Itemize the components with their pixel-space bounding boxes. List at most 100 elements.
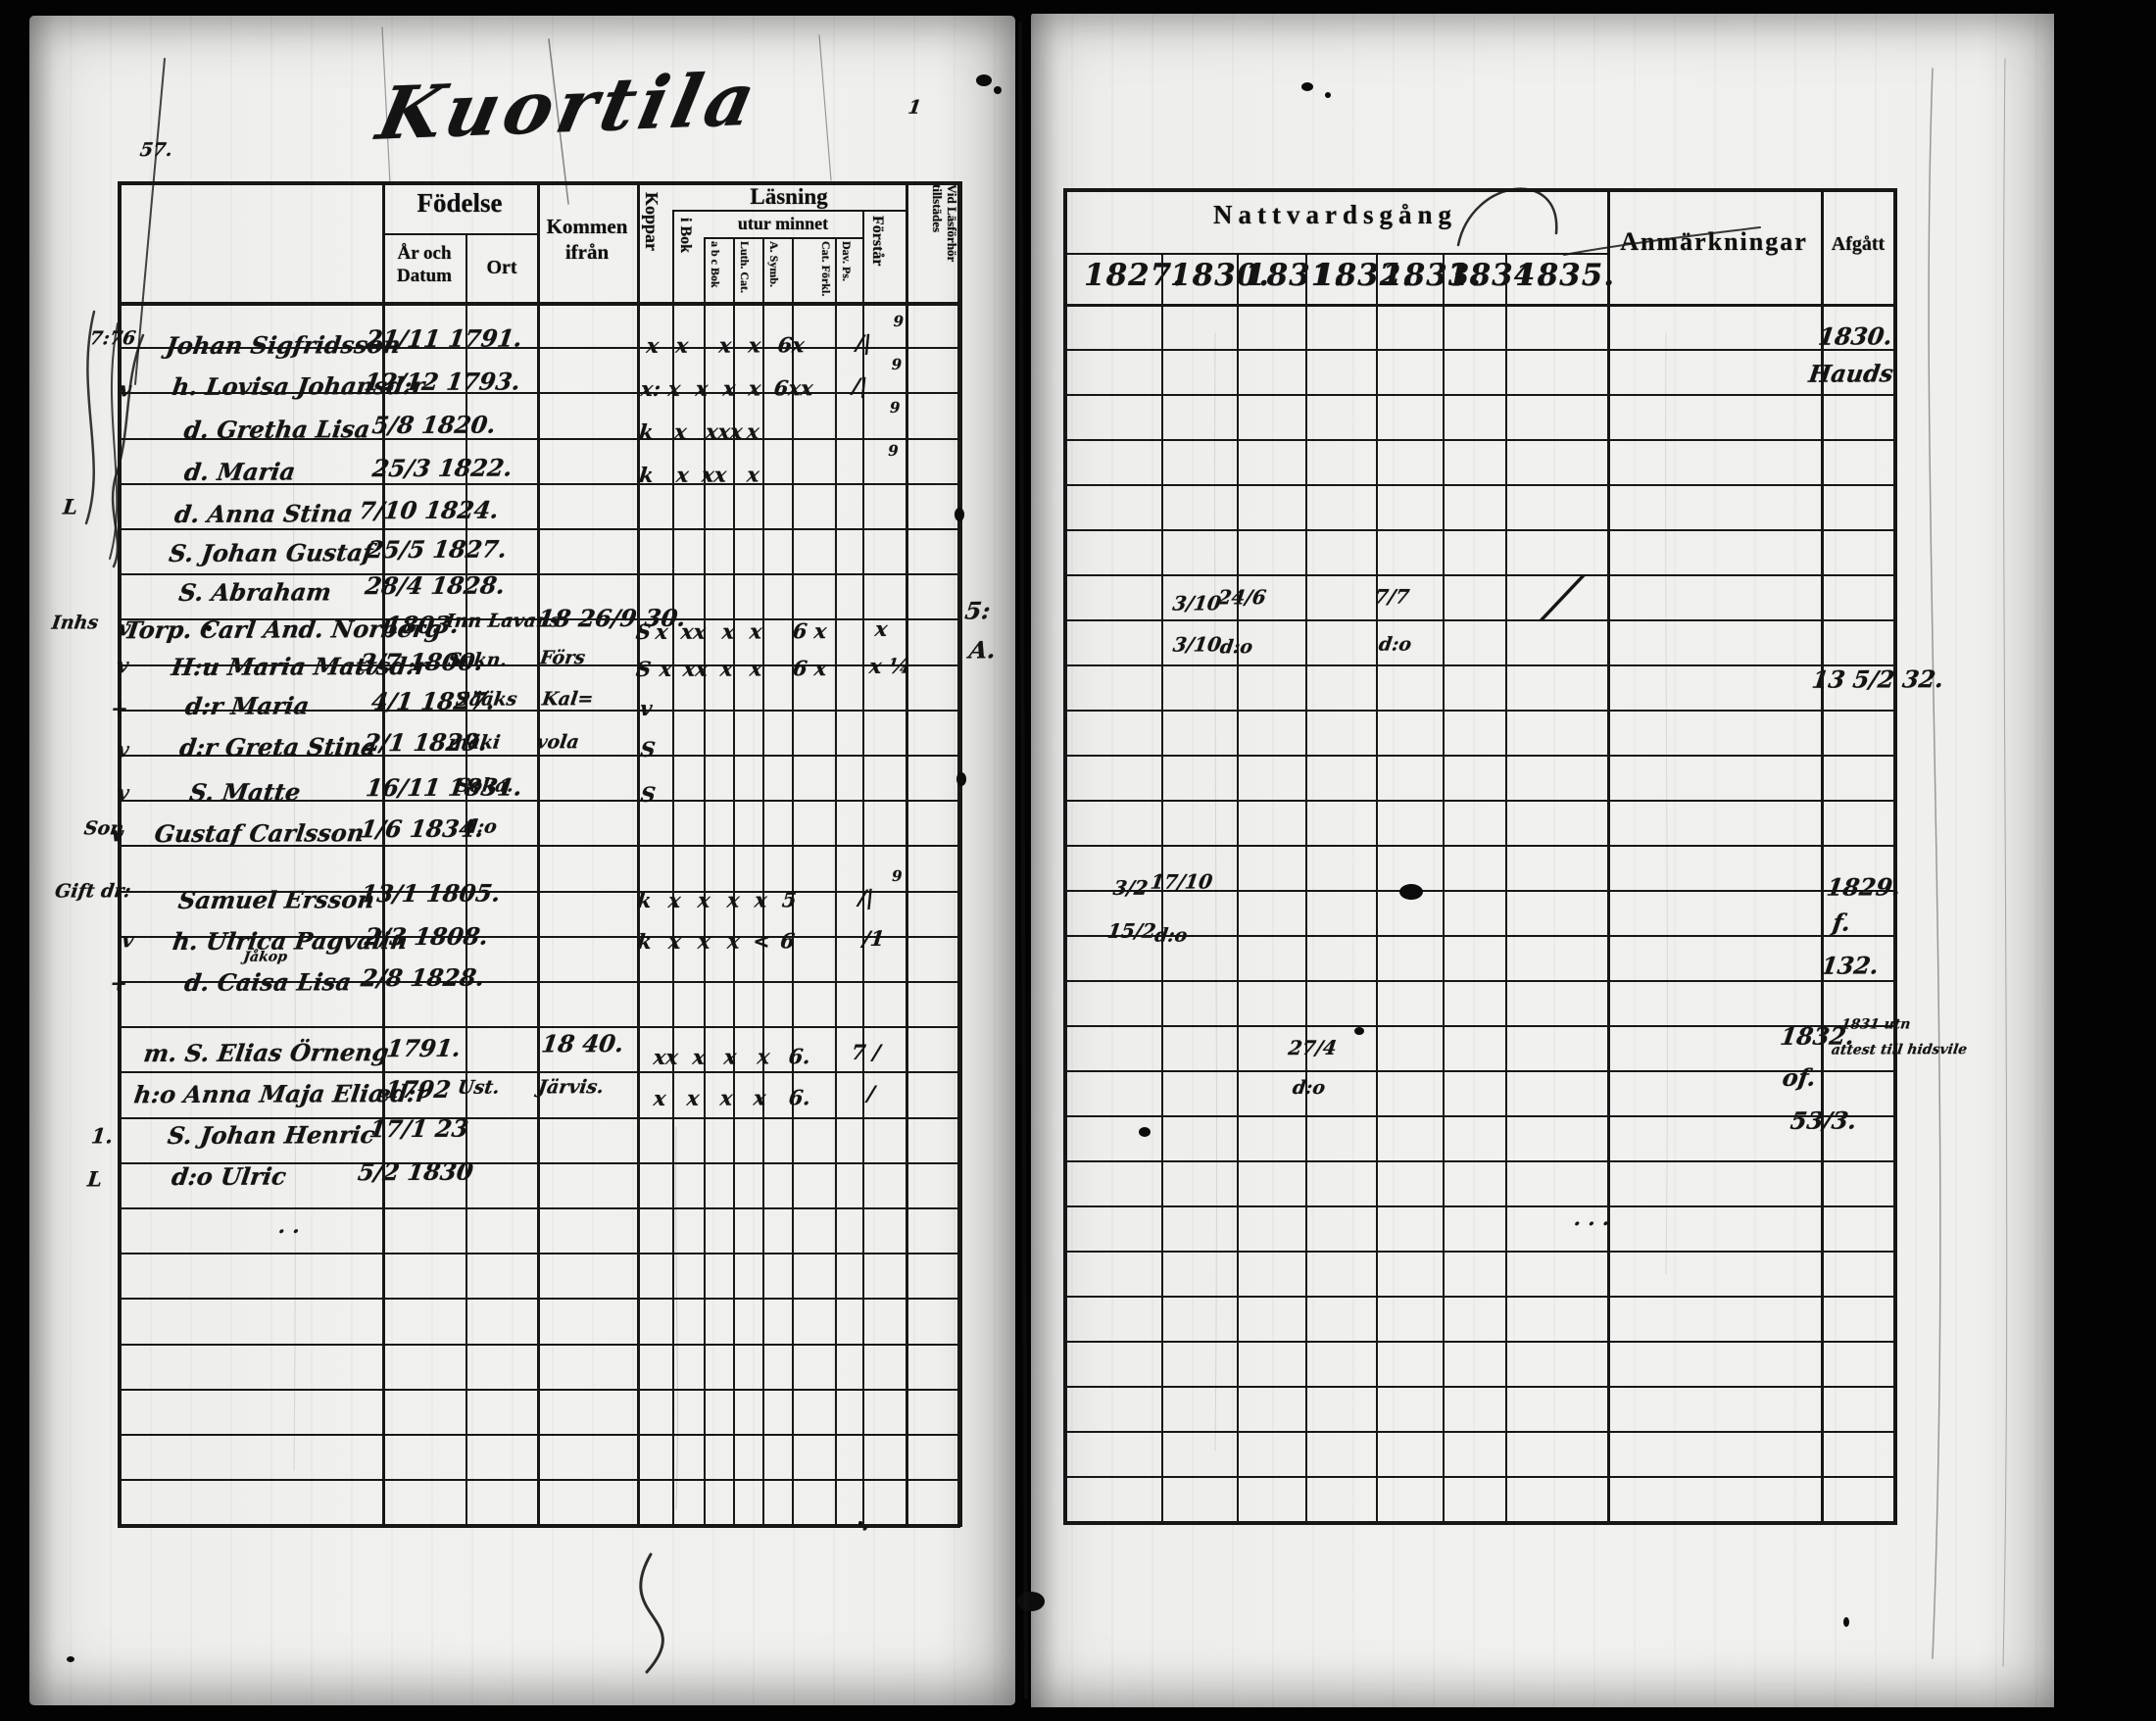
communion-date: d:o bbox=[1291, 1076, 1327, 1100]
handwritten-entry: x bbox=[748, 656, 763, 681]
grid-line bbox=[118, 573, 960, 575]
handwritten-entry: x bbox=[753, 887, 768, 912]
handwritten-entry: /| bbox=[855, 329, 873, 355]
handwritten-entry: < bbox=[752, 928, 772, 954]
handwritten-entry: x bbox=[674, 332, 690, 358]
col-header-symb: A. Symb. bbox=[767, 241, 781, 288]
ink-speck bbox=[994, 86, 1002, 94]
grid-line bbox=[118, 981, 960, 983]
birthdate-entry: 2/3 1808. bbox=[363, 921, 490, 952]
handwritten-entry: 6 x bbox=[791, 656, 828, 681]
afgatt-entry: 1829. bbox=[1825, 872, 1903, 902]
grid-line bbox=[118, 347, 960, 349]
grid-line bbox=[704, 237, 706, 1527]
scan-edge-right bbox=[2054, 0, 2156, 1721]
scan-edge-bottom bbox=[0, 1707, 2156, 1721]
ort-entry: d:o bbox=[463, 815, 499, 838]
kommen-entry: Kal= bbox=[540, 688, 595, 711]
grid-line bbox=[792, 237, 794, 1527]
communion-date: 27/4 bbox=[1287, 1035, 1339, 1060]
handwritten-entry: xx bbox=[701, 462, 728, 487]
grid-line bbox=[1063, 1296, 1897, 1298]
grid-line bbox=[672, 210, 674, 1527]
handwritten-entry: x bbox=[697, 928, 712, 954]
grid-line bbox=[1063, 1025, 1897, 1027]
grid-line bbox=[118, 302, 960, 306]
afgatt-entry: 1830. bbox=[1816, 321, 1894, 351]
grid-line bbox=[1063, 664, 1897, 666]
col-header-forkl: Cat. Förkl. bbox=[819, 241, 833, 297]
handwritten-entry: x bbox=[654, 618, 669, 644]
grid-line bbox=[118, 1389, 960, 1391]
grid-line bbox=[118, 1479, 960, 1481]
communion-date: 15/2 bbox=[1105, 918, 1158, 943]
handwritten-entry: / bbox=[1539, 565, 1587, 629]
handwritten-entry: x bbox=[666, 375, 682, 401]
ink-speck bbox=[1399, 884, 1423, 900]
handwritten-entry: xx bbox=[679, 618, 708, 644]
scan-edge-top bbox=[0, 0, 2156, 14]
grid-line bbox=[835, 237, 837, 1527]
communion-date: 24/6 bbox=[1216, 585, 1268, 610]
col-header-ort: Ort bbox=[486, 257, 517, 278]
grid-line bbox=[118, 710, 960, 712]
handwritten-title: Kuortila bbox=[370, 57, 767, 157]
handwritten-entry: v bbox=[118, 376, 133, 402]
grid-line bbox=[1063, 1160, 1897, 1162]
handwritten-entry: x bbox=[720, 618, 736, 644]
afgatt-entry: of. bbox=[1781, 1062, 1818, 1092]
handwritten-entry: x bbox=[725, 887, 741, 912]
handwritten-entry: x bbox=[721, 375, 737, 401]
afgatt-entry: f. bbox=[1831, 908, 1853, 937]
grid-line bbox=[382, 233, 537, 235]
handwritten-entry: xxx bbox=[704, 418, 744, 444]
year-column-label: 1830. bbox=[1170, 258, 1271, 293]
handwritten-entry: 6. bbox=[787, 1085, 812, 1110]
grid-line bbox=[118, 1524, 960, 1528]
handwritten-entry: k bbox=[636, 928, 654, 954]
handwritten-entry: v bbox=[121, 927, 135, 953]
col-header-vid-lasforhor: Vid Läsförhör tillstädes bbox=[930, 184, 959, 263]
right-page bbox=[1031, 12, 2060, 1711]
handwritten-entry: · · · bbox=[1572, 1210, 1611, 1236]
grid-line bbox=[1063, 439, 1897, 441]
grid-line bbox=[118, 1344, 960, 1346]
grid-line bbox=[1063, 1431, 1897, 1433]
grid-line bbox=[1063, 845, 1897, 847]
handwritten-entry: 6. bbox=[787, 1044, 812, 1069]
afgatt-entry: 53/3. bbox=[1788, 1106, 1859, 1135]
handwritten-entry: L bbox=[62, 494, 79, 519]
handwritten-entry: v bbox=[639, 695, 654, 720]
birthdate-entry: 2/8 1828. bbox=[359, 962, 487, 993]
handwritten-entry: 7 / bbox=[850, 1039, 882, 1065]
grid-line bbox=[118, 800, 960, 802]
handwritten-entry: /| bbox=[857, 884, 875, 910]
grid-line bbox=[118, 1207, 960, 1209]
handwritten-entry: x bbox=[746, 462, 761, 487]
grid-line bbox=[1893, 188, 1897, 1521]
handwritten-entry: L bbox=[86, 1166, 104, 1192]
col-header-i-bok: i Bok bbox=[677, 218, 694, 254]
ort-entry: mäki bbox=[447, 731, 502, 754]
handwritten-entry: x bbox=[645, 332, 661, 358]
handwritten-entry: x ¼ bbox=[867, 653, 912, 678]
birthdate-entry: 7/10 1824. bbox=[357, 495, 501, 525]
handwritten-entry: S bbox=[639, 736, 657, 762]
grid-line bbox=[1607, 188, 1610, 1521]
afgatt-entry: attest till hidsvile bbox=[1830, 1042, 1969, 1058]
ink-speck bbox=[1354, 1027, 1364, 1035]
afgatt-entry: 132. bbox=[1819, 951, 1881, 980]
handwritten-entry: + bbox=[109, 970, 129, 996]
grid-line bbox=[1063, 1341, 1897, 1343]
ink-speck bbox=[956, 772, 966, 786]
grid-line bbox=[1063, 980, 1897, 982]
grid-line bbox=[118, 392, 960, 394]
col-header-fodelse: Födelse bbox=[416, 188, 503, 218]
grid-line bbox=[1063, 1205, 1897, 1207]
birthdate-entry: 25/3 1822. bbox=[370, 453, 514, 483]
communion-date: 3/10 bbox=[1171, 632, 1223, 657]
communion-date: 3/10 bbox=[1171, 591, 1223, 615]
handwritten-entry: 6xx bbox=[772, 375, 814, 401]
